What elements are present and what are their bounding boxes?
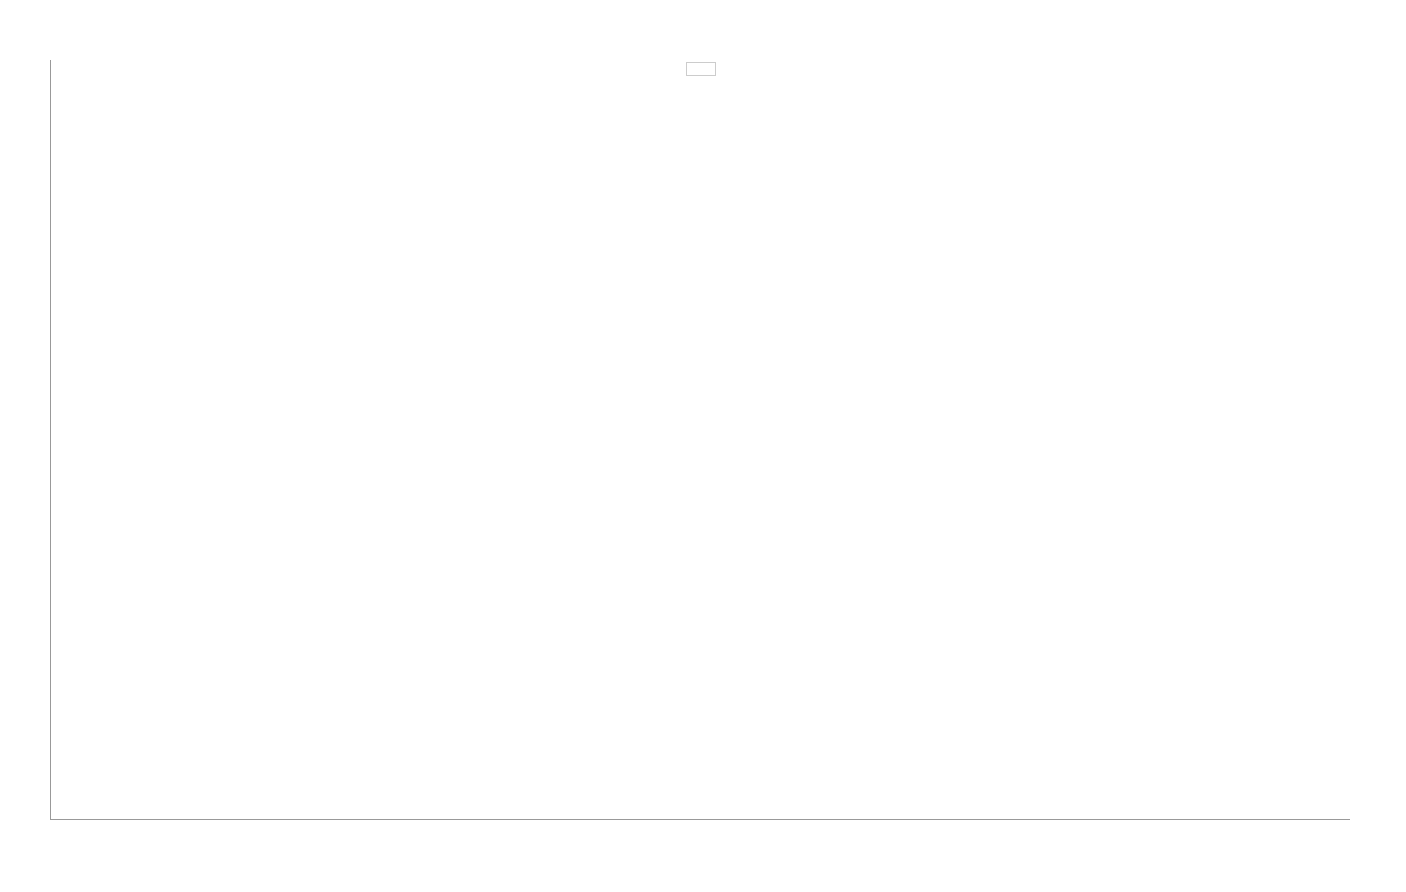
trend-lines — [51, 60, 1350, 819]
stats-legend — [686, 62, 716, 76]
chart-plot-area — [50, 60, 1350, 820]
